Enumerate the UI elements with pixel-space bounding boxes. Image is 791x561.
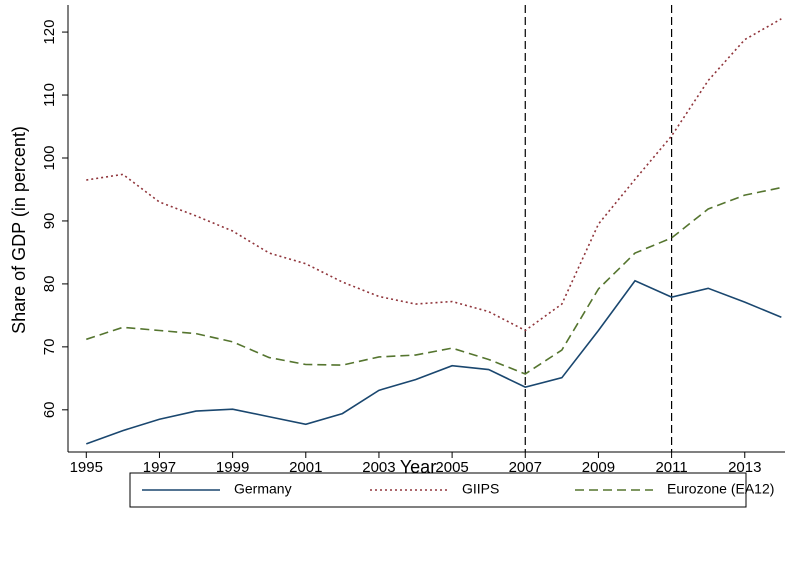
x-tick-label: 1997 bbox=[143, 459, 176, 476]
series-line bbox=[86, 186, 782, 375]
legend-label: Germany bbox=[234, 481, 292, 497]
legend-box bbox=[129, 472, 747, 508]
series-line bbox=[86, 279, 782, 445]
x-tick-label: 2011 bbox=[655, 459, 687, 476]
x-axis-label: Year bbox=[400, 457, 436, 477]
y-tick-label: 80 bbox=[41, 276, 58, 293]
y-tick-label: 100 bbox=[41, 145, 58, 170]
x-tick-label: 2001 bbox=[289, 459, 322, 476]
y-tick-label: 90 bbox=[41, 213, 58, 230]
x-tick-label: 2013 bbox=[728, 459, 761, 476]
y-axis-label: Share of GDP (in percent) bbox=[9, 126, 29, 334]
y-tick-label: 120 bbox=[41, 20, 58, 45]
legend-label: GIIPS bbox=[462, 481, 499, 497]
legend-label: Eurozone (EA12) bbox=[667, 481, 774, 497]
x-tick-label: 2003 bbox=[362, 459, 395, 476]
y-tick-label: 70 bbox=[41, 339, 58, 356]
series-line bbox=[86, 18, 782, 332]
x-tick-label: 2005 bbox=[435, 459, 468, 476]
y-tick-label: 110 bbox=[41, 83, 58, 107]
x-tick-label: 1995 bbox=[70, 459, 103, 476]
x-tick-label: 1999 bbox=[216, 459, 249, 476]
x-tick-label: 2007 bbox=[509, 459, 542, 476]
x-tick-label: 2009 bbox=[582, 459, 615, 476]
y-tick-label: 60 bbox=[41, 401, 58, 418]
